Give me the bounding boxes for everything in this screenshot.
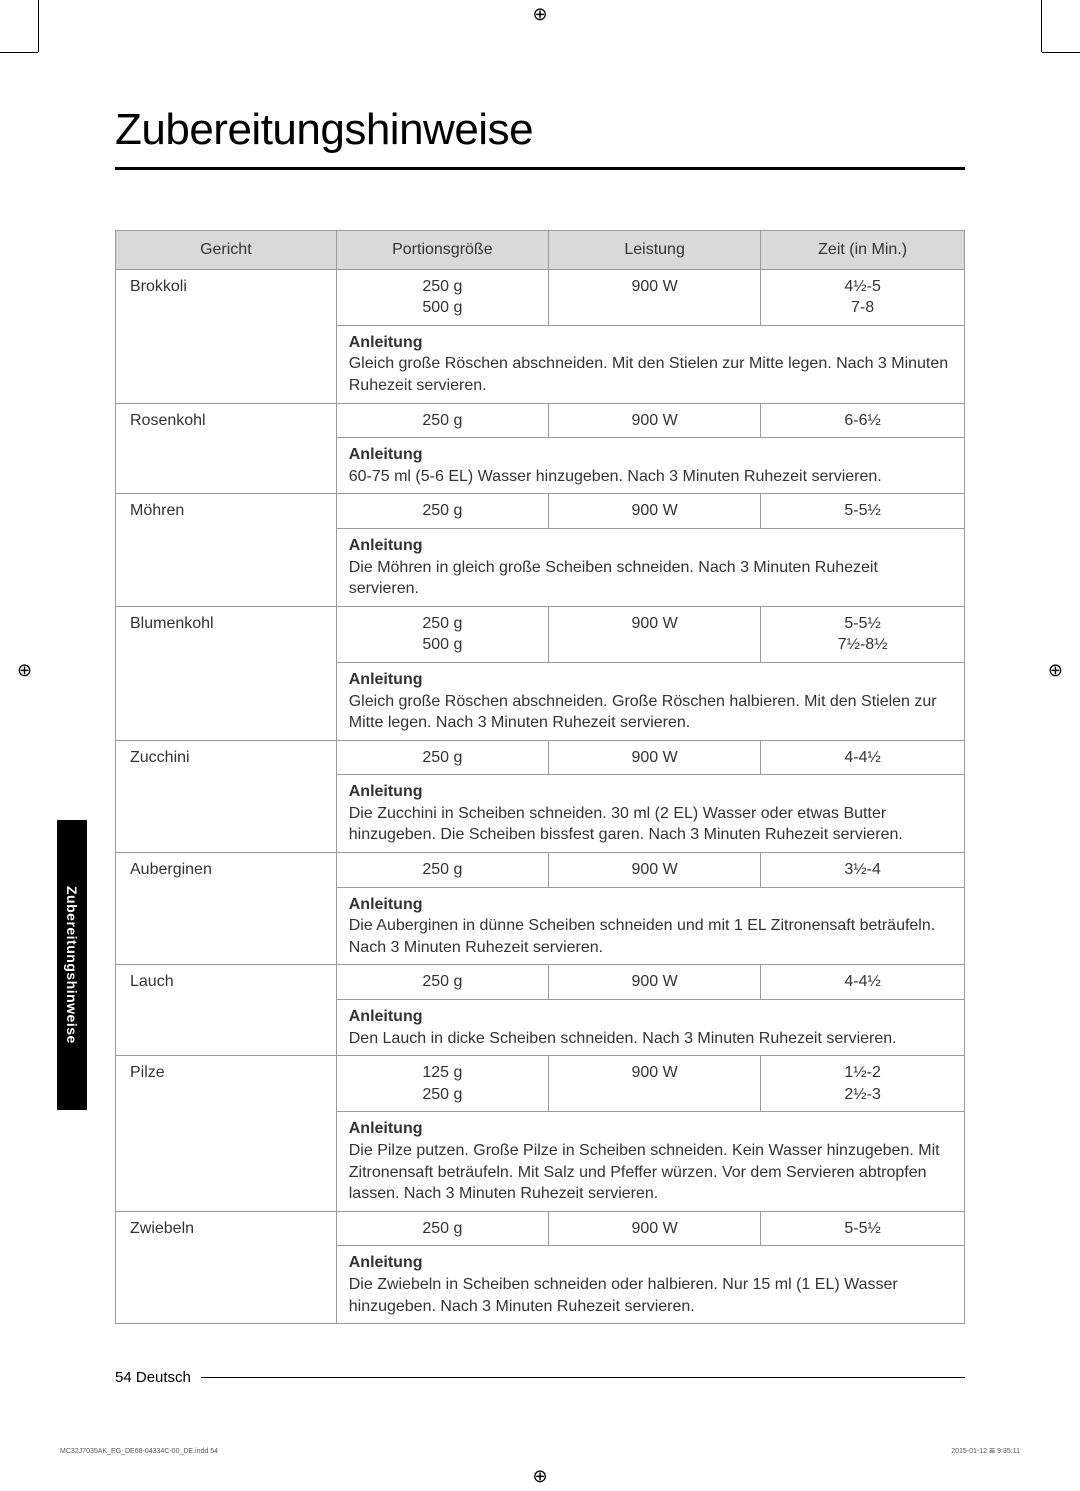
time-cell: 4-4½ [761, 965, 965, 1000]
power-cell: 900 W [548, 965, 760, 1000]
table-header-row: Gericht Portionsgröße Leistung Zeit (in … [116, 231, 965, 270]
instruction-label: Anleitung [349, 1252, 952, 1274]
instruction-cell: AnleitungDie Zucchini in Scheiben schnei… [336, 775, 964, 853]
instruction-cell: AnleitungDie Möhren in gleich große Sche… [336, 528, 964, 606]
instruction-cell: AnleitungDie Auberginen in dünne Scheibe… [336, 887, 964, 965]
header-time: Zeit (in Min.) [761, 231, 965, 270]
table-row: Zwiebeln250 g900 W5-5½ [116, 1211, 965, 1246]
instruction-label: Anleitung [349, 444, 952, 466]
cooking-table: Gericht Portionsgröße Leistung Zeit (in … [115, 230, 965, 1324]
title-rule [115, 167, 965, 170]
portion-cell: 250 g [336, 740, 548, 775]
page-number: 54 [115, 1369, 132, 1386]
dish-cell: Lauch [116, 965, 337, 1056]
print-mark-left: MC32J7035AK_EG_DE68-04334C-00_DE.indd 54 [60, 1448, 218, 1455]
instruction-text: Die Pilze putzen. Große Pilze in Scheibe… [349, 1142, 940, 1202]
portion-cell: 250 g [336, 403, 548, 438]
instruction-label: Anleitung [349, 1118, 952, 1140]
time-cell: 6-6½ [761, 403, 965, 438]
instruction-text: Die Auberginen in dünne Scheiben schneid… [349, 917, 935, 956]
table-row: Brokkoli250 g500 g900 W4½-57-8 [116, 269, 965, 325]
page-title: Zubereitungshinweise [115, 105, 965, 155]
table-row: Möhren250 g900 W5-5½ [116, 494, 965, 529]
instruction-label: Anleitung [349, 535, 952, 557]
instruction-cell: Anleitung Den Lauch in dicke Scheiben sch… [336, 1000, 964, 1056]
print-mark-right: 2015-01-12 𝌆 9:35:11 [951, 1447, 1020, 1455]
time-cell: 4½-57-8 [761, 269, 965, 325]
language-label: Deutsch [136, 1369, 191, 1386]
crop-mark [38, 0, 39, 52]
instruction-text: Den Lauch in dicke Scheiben schneiden. N… [349, 1030, 897, 1047]
power-cell: 900 W [548, 853, 760, 888]
power-cell: 900 W [548, 403, 760, 438]
time-cell: 5-5½ [761, 1211, 965, 1246]
time-cell: 1½-22½-3 [761, 1056, 965, 1112]
instruction-text: Die Zucchini in Scheiben schneiden. 30 m… [349, 805, 903, 844]
instruction-text: Gleich große Röschen abschneiden. Große … [349, 693, 937, 732]
instruction-cell: AnleitungDie Pilze putzen. Große Pilze i… [336, 1112, 964, 1211]
registration-mark-icon: ⊕ [532, 4, 547, 25]
portion-cell: 125 g250 g [336, 1056, 548, 1112]
dish-cell: Blumenkohl [116, 606, 337, 740]
power-cell: 900 W [548, 740, 760, 775]
time-cell: 4-4½ [761, 740, 965, 775]
instruction-cell: AnleitungDie Zwiebeln in Scheiben schnei… [336, 1246, 964, 1324]
dish-cell: Pilze [116, 1056, 337, 1212]
table-row: Blumenkohl250 g500 g900 W5-5½7½-8½ [116, 606, 965, 662]
header-power: Leistung [548, 231, 760, 270]
portion-cell: 250 g [336, 494, 548, 529]
crop-mark [0, 52, 38, 53]
portion-cell: 250 g [336, 853, 548, 888]
instruction-cell: AnleitungGleich große Röschen abschneide… [336, 325, 964, 403]
time-cell: 5-5½7½-8½ [761, 606, 965, 662]
dish-cell: Auberginen [116, 853, 337, 965]
registration-mark-icon: ⊕ [1048, 660, 1063, 681]
power-cell: 900 W [548, 1056, 760, 1112]
crop-mark [1042, 52, 1080, 53]
registration-mark-icon: ⊕ [17, 660, 32, 681]
instruction-label: Anleitung [349, 669, 952, 691]
power-cell: 900 W [548, 494, 760, 529]
instruction-label: Anleitung [349, 894, 952, 916]
instruction-cell: AnleitungGleich große Röschen abschneide… [336, 662, 964, 740]
portion-cell: 250 g [336, 1211, 548, 1246]
instruction-label: Anleitung [349, 781, 952, 803]
crop-mark [1041, 0, 1042, 52]
table-row: Lauch250 g900 W4-4½ [116, 965, 965, 1000]
dish-cell: Möhren [116, 494, 337, 606]
instruction-text: Die Möhren in gleich große Scheiben schn… [349, 559, 878, 598]
dish-cell: Zwiebeln [116, 1211, 337, 1323]
time-cell: 3½-4 [761, 853, 965, 888]
power-cell: 900 W [548, 606, 760, 662]
registration-mark-icon: ⊕ [532, 1466, 547, 1487]
portion-cell: 250 g [336, 965, 548, 1000]
portion-cell: 250 g500 g [336, 606, 548, 662]
table-row: Pilze125 g250 g900 W1½-22½-3 [116, 1056, 965, 1112]
instruction-label: Anleitung [349, 332, 952, 354]
dish-cell: Rosenkohl [116, 403, 337, 494]
dish-cell: Zucchini [116, 740, 337, 852]
page-footer: 54 Deutsch [115, 1369, 965, 1386]
table-body: Brokkoli250 g500 g900 W4½-57-8AnleitungG… [116, 269, 965, 1324]
instruction-label: Anleitung [349, 1006, 952, 1028]
document-page: Zubereitungshinweise Zubereitungshinweis… [115, 105, 965, 1386]
side-tab: Zubereitungshinweise [57, 820, 87, 1110]
power-cell: 900 W [548, 1211, 760, 1246]
instruction-text: 60-75 ml (5-6 EL) Wasser hinzugeben. Nac… [349, 468, 882, 485]
power-cell: 900 W [548, 269, 760, 325]
table-row: Rosenkohl250 g900 W6-6½ [116, 403, 965, 438]
instruction-text: Die Zwiebeln in Scheiben schneiden oder … [349, 1276, 898, 1315]
table-row: Zucchini250 g900 W4-4½ [116, 740, 965, 775]
time-cell: 5-5½ [761, 494, 965, 529]
footer-rule [201, 1377, 965, 1378]
table-row: Auberginen250 g900 W3½-4 [116, 853, 965, 888]
dish-cell: Brokkoli [116, 269, 337, 403]
portion-cell: 250 g500 g [336, 269, 548, 325]
instruction-text: Gleich große Röschen abschneiden. Mit de… [349, 355, 948, 394]
header-dish: Gericht [116, 231, 337, 270]
header-portion: Portionsgröße [336, 231, 548, 270]
instruction-cell: Anleitung 60-75 ml (5-6 EL) Wasser hinzug… [336, 438, 964, 494]
